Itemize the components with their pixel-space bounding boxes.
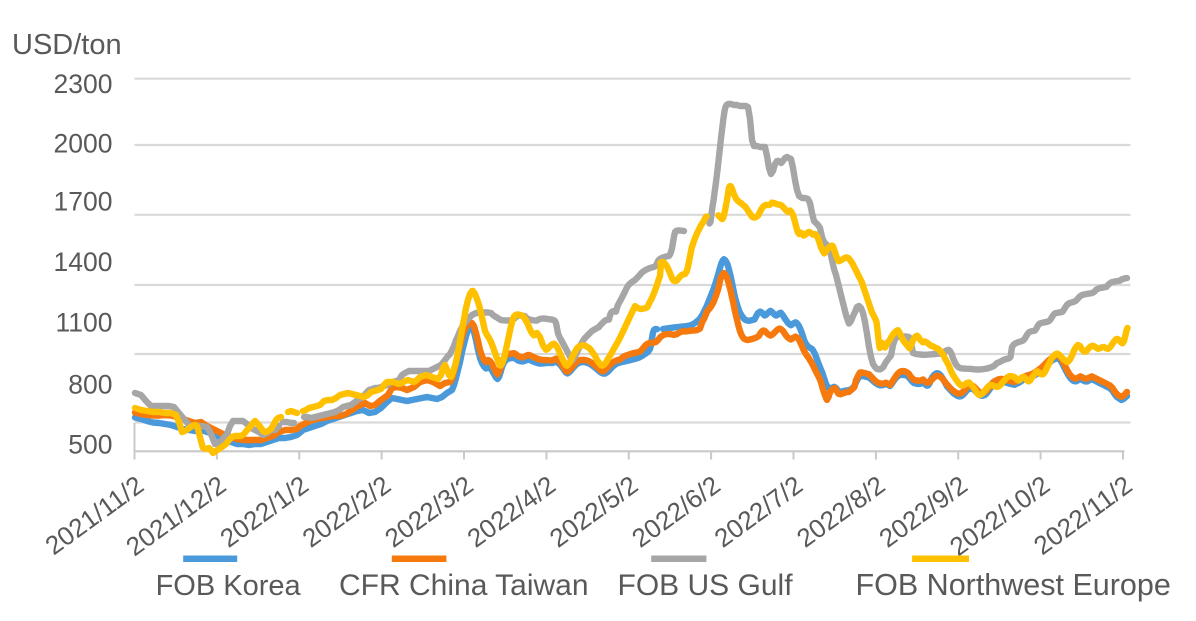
svg-text:2300: 2300 bbox=[54, 69, 113, 99]
svg-text:FOB Korea: FOB Korea bbox=[156, 570, 302, 602]
svg-text:2000: 2000 bbox=[54, 129, 113, 159]
svg-text:500: 500 bbox=[68, 430, 112, 460]
svg-text:FOB Northwest Europe: FOB Northwest Europe bbox=[856, 568, 1171, 602]
svg-text:CFR China Taiwan: CFR China Taiwan bbox=[339, 569, 589, 602]
svg-text:800: 800 bbox=[68, 370, 112, 400]
svg-text:1700: 1700 bbox=[54, 187, 113, 217]
svg-text:1400: 1400 bbox=[54, 247, 113, 277]
svg-text:FOB US Gulf: FOB US Gulf bbox=[618, 569, 794, 602]
svg-text:USD/ton: USD/ton bbox=[12, 29, 122, 61]
svg-text:1100: 1100 bbox=[56, 308, 113, 338]
